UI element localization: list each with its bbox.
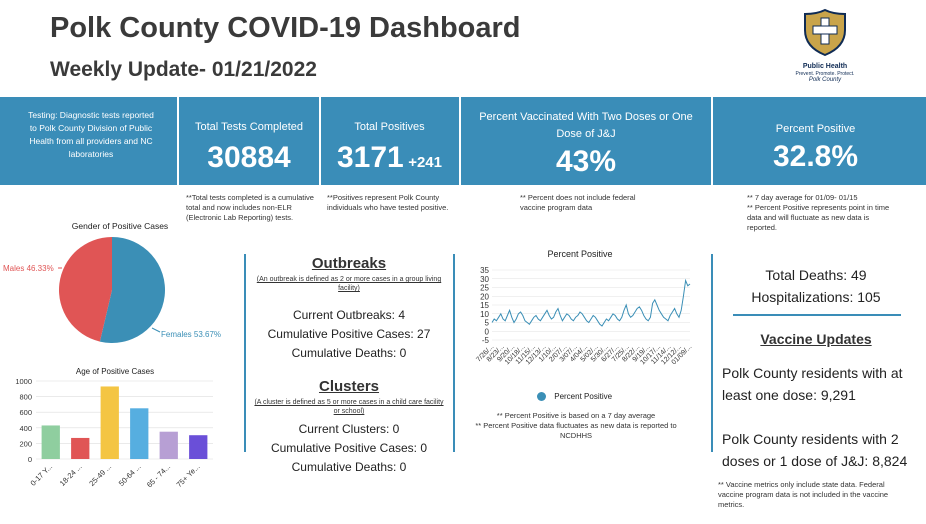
bar-x-tick: 25-49 ... [87,462,113,488]
line-y-tick: 5 [485,319,490,328]
logo-line2: Prevent. Promote. Protect. [795,71,855,77]
banner-divider [177,97,179,185]
current-clusters: Current Clusters: 0 [298,422,400,436]
clusters-title: Clusters [318,378,380,395]
total-tests-value: 30884 [207,141,291,174]
line-y-tick: 20 [480,292,489,301]
line-notes: ** Percent Positive is based on a 7 day … [466,411,686,441]
age-bar [100,386,119,459]
line-y-tick: 0 [485,327,490,336]
outbreaks-title: Outbreaks [311,255,387,272]
tests-note: **Total tests completed is a cumulative … [186,193,314,222]
legend-label: Percent Positive [554,392,613,402]
line-y-tick: 35 [480,266,489,275]
bar-y-tick: 400 [19,424,32,433]
pie-slice-females [99,237,166,343]
banner-divider [319,97,321,185]
banner-divider [459,97,461,185]
logo-line1: Public Health [802,63,848,70]
percent-positive-note: ** 7 day average for 01/09- 01/15 ** Per… [747,193,890,232]
page-title: Polk County COVID-19 Dashboard [50,12,521,44]
percent-positive-value: 32.8% [772,140,859,173]
bar-y-tick: 0 [28,455,32,464]
public-health-logo: Public Health Prevent. Promote. Protect.… [790,8,860,90]
age-bar [130,408,149,459]
percent-positive-line-chart: -5051015202530357/26/...8/23/...9/20/...… [475,266,693,366]
total-positives-label: Total Positives [354,121,425,133]
gender-chart-title: Gender of Positive Cases [71,221,169,231]
pie-label-males: Males 46.33% [3,264,54,273]
age-bar [159,431,178,459]
vaccinated-cell: Percent Vaccinated With Two Doses or One… [461,97,711,185]
outbreaks-cumulative-deaths: Cumulative Deaths: 0 [291,346,407,360]
deaths-hospitalizations: Total Deaths: 49 Hospitalizations: 105 [716,264,916,308]
percent-positive-series [491,278,691,327]
total-positives-delta: +241 [408,154,442,171]
total-positives-cell: Total Positives 3171 +241 [321,97,458,185]
vaccinated-label: Percent Vaccinated With Two Doses or One… [479,111,693,140]
line-chart-title: Percent Positive [547,249,613,259]
two-doses-stat: Polk County residents with 2 doses or 1 … [722,431,908,469]
logo-line3: Polk County [808,77,842,83]
age-bar [189,435,208,459]
age-bar [41,425,60,459]
percent-positive-label: Percent Positive [775,123,856,135]
line-y-tick: 10 [480,310,489,319]
line-y-tick: 25 [480,284,489,293]
vaccine-updates-title: Vaccine Updates [760,331,872,347]
bar-x-tick: 18-24 ... [58,462,84,488]
shield-icon [804,8,846,57]
bar-y-tick: 800 [19,393,32,402]
total-deaths: Total Deaths: 49 [765,267,867,283]
line-y-tick: 30 [480,275,489,284]
line-y-tick: -5 [482,336,490,345]
section-divider [453,254,455,452]
pie-label-females: Females 53.67% [161,330,221,339]
outbreaks-definition: (An outbreak is defined as 2 or more cas… [256,276,442,292]
bar-x-tick: 75+ Ye... [174,462,201,489]
summary-banner [0,97,926,185]
banner-divider [711,97,713,185]
bar-y-tick: 1000 [15,377,32,386]
positives-note: **Positives represent Polk County indivi… [327,193,449,212]
clusters-cumulative-cases: Cumulative Positive Cases: 0 [270,441,428,455]
total-positives-value: 3171 [337,141,404,174]
current-outbreaks: Current Outbreaks: 4 [292,308,406,322]
outbreaks-cumulative-cases: Cumulative Positive Cases: 27 [267,327,431,341]
line-note-1: ** Percent Positive is based on a 7 day … [496,411,656,420]
clusters-cumulative-deaths: Cumulative Deaths: 0 [291,460,407,474]
outbreaks-stats: Current Outbreaks: 4 Cumulative Positive… [246,306,452,363]
line-chart-legend: Percent Positive [537,392,613,402]
one-dose-stat: Polk County residents with at least one … [722,365,903,403]
pie-leader-line [151,327,161,333]
vaccinated-value: 43% [555,145,617,178]
total-tests-cell: Total Tests Completed 30884 [179,97,319,185]
age-chart-title: Age of Positive Cases [75,367,155,376]
clusters-stats: Current Clusters: 0 Cumulative Positive … [246,420,452,477]
bar-x-tick: 50-64 ... [117,462,143,488]
pie-slice-males [59,237,112,342]
vaccine-note: ** Percent does not include federal vacc… [520,193,636,212]
hospitalizations: Hospitalizations: 105 [751,289,881,305]
total-tests-label: Total Tests Completed [194,121,304,133]
section-divider [711,254,713,452]
line-note-2: ** Percent Positive data fluctuates as n… [475,421,677,440]
right-panel-divider [733,314,901,316]
testing-description: Testing: Diagnostic tests reported to Po… [28,110,154,159]
line-y-tick: 15 [480,301,489,310]
section-divider [244,254,246,452]
percent-positive-cell: Percent Positive 32.8% [713,97,918,185]
bar-x-tick: 0-17 Y... [29,462,55,488]
bar-y-tick: 600 [19,408,32,417]
clusters-definition: (A cluster is defined as 5 or more cases… [254,399,444,415]
age-bar [71,437,90,459]
age-bar-chart: 0 200 400 600 800 1000 0-17 Y... 18-24 ... 25-49… [15,377,213,489]
bar-x-tick: 65 - 74... [145,462,172,489]
gender-pie-chart: Males 46.33% Females 53.67% [3,237,221,343]
legend-dot-icon [537,392,546,402]
testing-description-cell: Testing: Diagnostic tests reported to Po… [8,97,174,185]
page-subtitle: Weekly Update- 01/21/2022 [50,58,317,81]
vaccine-metrics-note: ** Vaccine metrics only include state da… [718,480,889,509]
bar-y-tick: 200 [19,439,32,448]
